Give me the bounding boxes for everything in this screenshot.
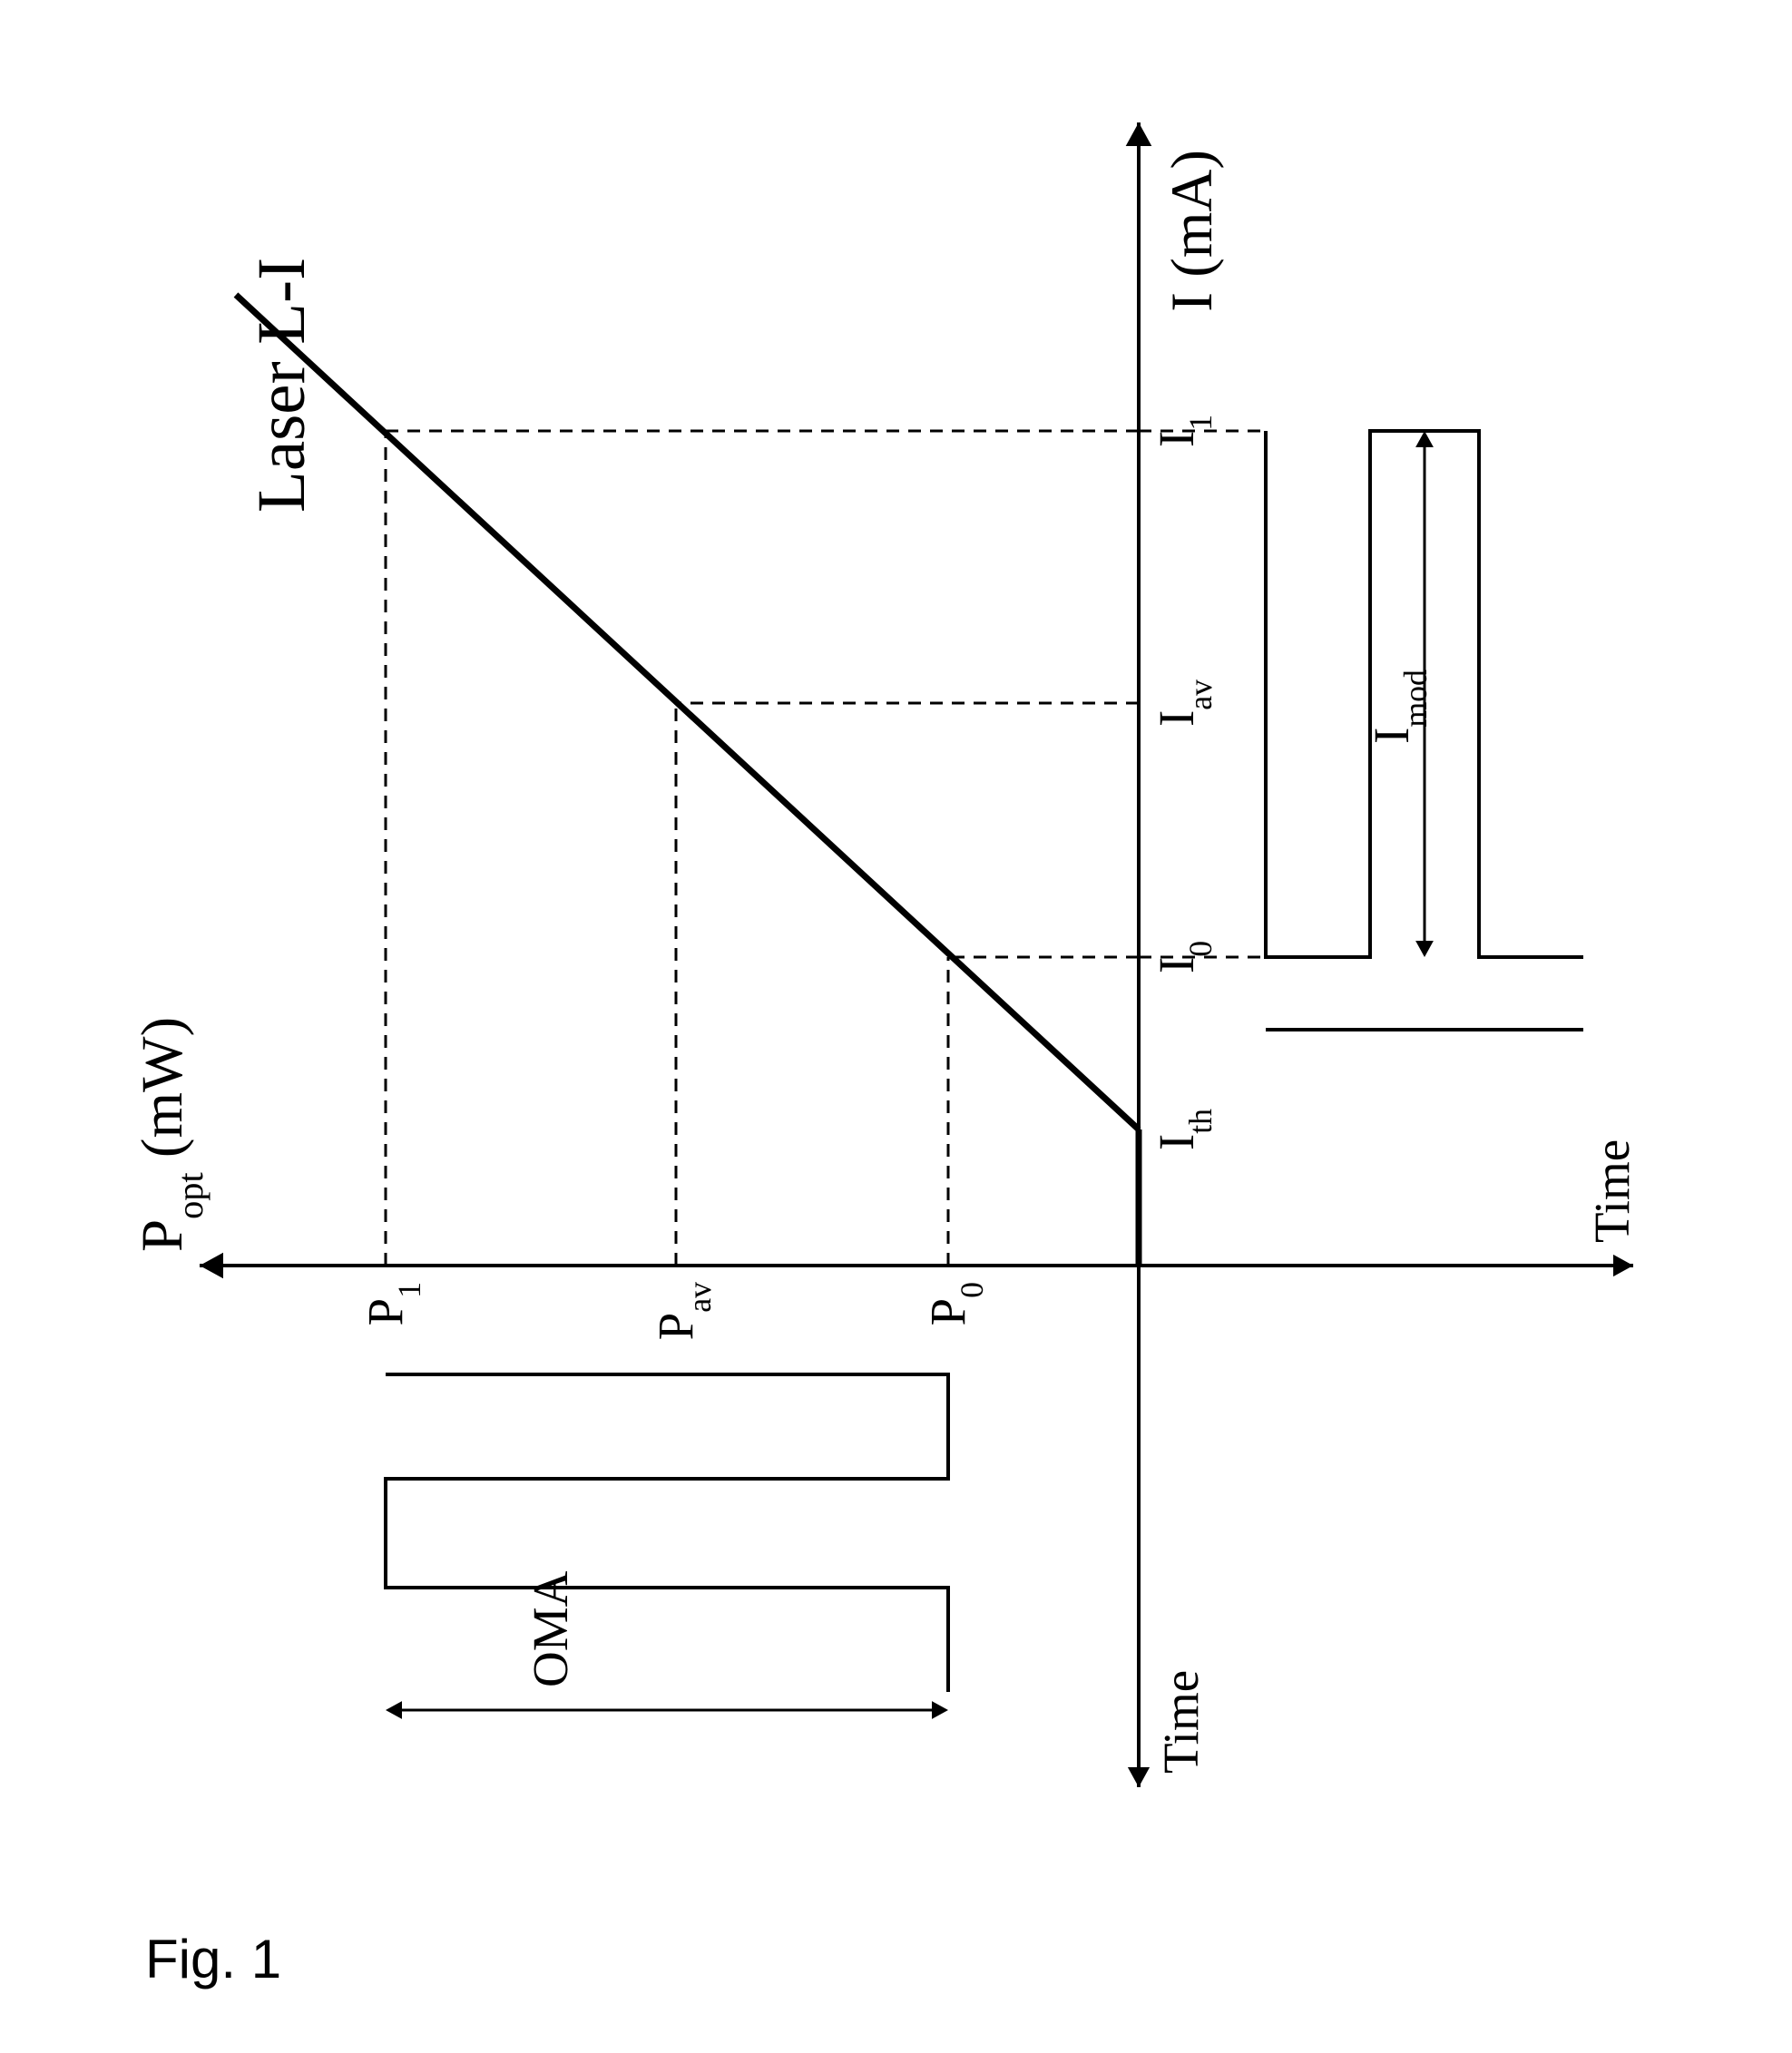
figure-caption: Fig. 1 [145,1929,281,1989]
imod-label: Imod [1364,670,1434,744]
laser-li-diagram: Popt (mW)I (mA)Laser L-IP1PavP0IthI0IavI… [0,0,1792,2053]
chart-title: Laser L-I [244,258,319,513]
li-curve-slope [236,295,1139,1129]
xtick-I_th: Ith [1149,1109,1219,1150]
x-axis-label: I (mA) [1160,150,1225,312]
ytick-P_av: Pav [648,1282,718,1340]
ytick-P_0: P0 [920,1282,990,1325]
y-axis-label: Popt (mW) [130,1017,211,1252]
bottom-time-label: Time [1584,1139,1640,1243]
left-time-label: Time [1153,1670,1209,1774]
xtick-I_av: Iav [1149,679,1219,727]
oma-waveform [386,1374,948,1692]
oma-label: OMA [523,1570,578,1687]
ytick-P_1: P1 [357,1282,427,1325]
